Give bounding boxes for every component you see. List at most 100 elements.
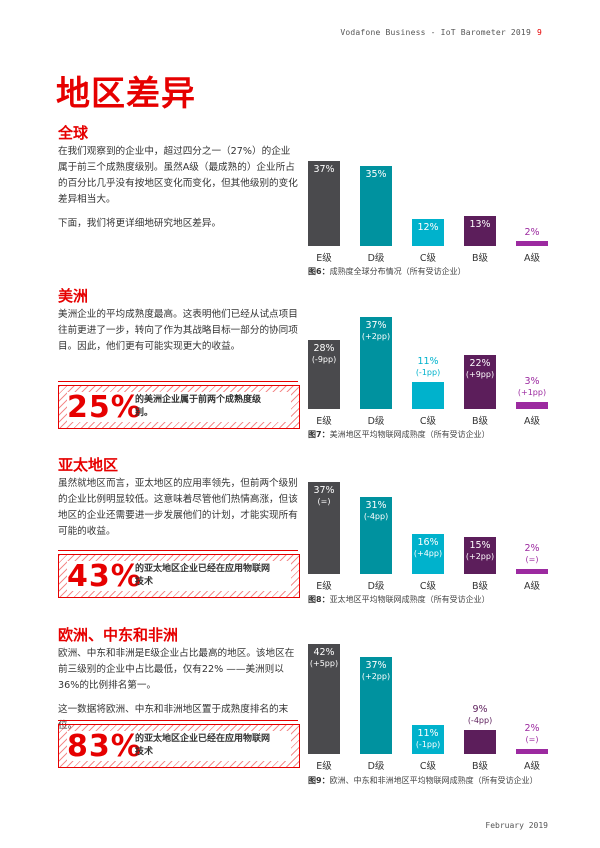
bar-value-label: 2%	[512, 227, 552, 238]
bar-value-label: 31% (-4pp)	[356, 500, 396, 522]
section-title: 美洲	[58, 287, 89, 305]
bar-delta: (=)	[525, 734, 539, 744]
bar-delta: (-9pp)	[311, 354, 337, 364]
bar-category-label: B级	[471, 761, 489, 772]
bar-c	[412, 218, 444, 246]
page-header: Vodafone Business - IoT Barometer 2019 9	[340, 28, 542, 37]
section-body: 欧洲、中东和非洲是E级企业占比最高的地区。该地区在前三级别的企业中占比最低，仅有…	[58, 646, 298, 742]
bar-category-label: A级	[524, 581, 540, 592]
bar-a	[516, 401, 548, 409]
bar-category-label: A级	[524, 761, 540, 772]
stat-callout: 25% 的美洲企业属于前两个成熟度级别。	[58, 385, 300, 429]
section-paragraph: 下面，我们将更详细地研究地区差异。	[58, 218, 222, 229]
bar-c	[412, 534, 444, 574]
stat-callout: 43% 的亚太地区企业已经在应用物联网技术	[58, 554, 300, 598]
bar-value-label: 3% (+1pp)	[512, 376, 552, 398]
bar-delta: (+2pp)	[361, 332, 391, 342]
bar-category-label: A级	[524, 253, 540, 264]
bar-delta: (=)	[317, 497, 331, 507]
bar-value: 12%	[417, 221, 439, 233]
bar-e	[308, 339, 340, 409]
section-title: 欧洲、中东和非洲	[58, 626, 179, 644]
bar-value: 35%	[365, 169, 387, 180]
figure-caption: 图8：亚太地区平均物联网成熟度（所有受访企业）	[308, 594, 490, 605]
header-text: Vodafone Business - IoT Barometer 2019	[340, 28, 531, 37]
section-divider	[58, 381, 298, 382]
figure-number: 图6：	[308, 267, 330, 276]
section-body: 美洲企业的平均成熟度最高。这表明他们已经从试点项目往前更进了一步，转向了作为其战…	[58, 307, 298, 363]
bar-delta: (+1pp)	[517, 387, 547, 397]
bar-value: 9%	[472, 704, 488, 716]
bar-category-label: E级	[316, 416, 332, 427]
bar-delta: (-1pp)	[415, 367, 441, 377]
bar-value-label: 11% (-1pp)	[408, 728, 448, 750]
bar-delta: (=)	[525, 555, 539, 565]
bar-value: 37%	[365, 660, 387, 672]
section-body: 在我们观察到的企业中，超过四分之一（27%）的企业属于前三个成熟度级别。虽然A级…	[58, 144, 298, 240]
page-number: 9	[536, 28, 542, 37]
section-paragraph: 美洲企业的平均成熟度最高。这表明他们已经从试点项目往前更进了一步，转向了作为其战…	[58, 309, 298, 352]
bar-category-label: B级	[471, 581, 489, 592]
bar-value-label: 37% (+2pp)	[356, 660, 396, 682]
stat-percentage: 83%	[67, 728, 142, 764]
bar-delta: (+9pp)	[465, 369, 495, 379]
bar-value-label: 15% (+2pp)	[460, 540, 500, 562]
region-section: 全球 在我们观察到的企业中，超过四分之一（27%）的企业属于前三个成熟度级别。虽然…	[0, 122, 600, 292]
bar-b	[464, 354, 496, 409]
bar-value: 11%	[417, 355, 439, 367]
figure-caption-text: 成熟度全球分布情况（所有受访企业）	[329, 267, 466, 276]
bar-delta: (+2pp)	[465, 551, 495, 561]
bar-value-label: 28% (-9pp)	[304, 343, 344, 365]
bar-category-label: C级	[419, 581, 437, 592]
bar-category-label: D级	[367, 581, 385, 592]
bar-value: 11%	[417, 728, 439, 740]
bar-value: 37%	[365, 320, 387, 332]
bar-category-label: C级	[419, 761, 437, 772]
bar-category-label: B级	[471, 416, 489, 427]
bar-c	[412, 725, 444, 754]
bar-value: 15%	[469, 539, 491, 551]
bar-a	[516, 241, 548, 246]
bar-value: 31%	[365, 500, 387, 512]
bar-e	[308, 482, 340, 574]
bar-value: 37%	[313, 164, 335, 176]
maturity-bar-chart: 28% (-9pp) E级 37% (+2pp) D级 11% (-1pp) C级 22% (+9p…	[308, 293, 548, 441]
bar-e	[308, 161, 340, 246]
stat-callout-body: 43% 的亚太地区企业已经在应用物联网技术	[67, 559, 291, 594]
bar-d	[360, 497, 392, 574]
section-paragraph: 这一数据将欧洲、中东和非洲地区置于成熟度排名的末位。	[58, 704, 289, 731]
figure-caption-text: 美洲地区平均物联网成熟度（所有受访企业）	[329, 430, 490, 439]
bar-category-label: B级	[471, 253, 489, 264]
bar-value-label: 16% (+4pp)	[408, 537, 448, 559]
bar-category-label: D级	[367, 761, 385, 772]
figure-caption: 图9：欧洲、中东和非洲地区平均物联网成熟度（所有受访企业）	[308, 775, 538, 786]
bar-value: 37%	[313, 485, 335, 497]
bar-b	[464, 536, 496, 574]
maturity-bar-chart: 42% (+5pp) E级 37% (+2pp) D级 11% (-1pp) C级 9% (-4pp…	[308, 632, 548, 787]
bar-value-label: 9% (-4pp)	[460, 704, 500, 726]
stat-description: 的亚太地区企业已经在应用物联网技术	[135, 564, 271, 587]
bar-value-label: 2% (=)	[512, 723, 552, 745]
figure-caption: 图6：成熟度全球分布情况（所有受访企业）	[308, 266, 466, 277]
figure-caption-text: 亚太地区平均物联网成熟度（所有受访企业）	[329, 595, 490, 604]
region-section: 美洲美洲企业的平均成熟度最高。这表明他们已经从试点项目往前更进了一步，转向了作为…	[0, 285, 600, 455]
bar-value-label: 22% (+9pp)	[460, 358, 500, 380]
bar-delta: (-1pp)	[415, 740, 441, 750]
bar-a	[516, 569, 548, 574]
bar-category-label: A级	[524, 416, 540, 427]
region-section: 亚太地区 虽然就地区而言，亚太地区的应用率领先，但前两个级别的企业比例明显较低。这…	[0, 454, 600, 624]
bar-category-label: C级	[419, 416, 437, 427]
bar-value-label: 2% (=)	[512, 543, 552, 565]
stat-percentage: 25%	[67, 389, 142, 425]
bar-e	[308, 644, 340, 754]
bar-value-label: 12%	[408, 222, 448, 233]
bar-value-label: 37%	[304, 164, 344, 175]
bar-delta: (-4pp)	[467, 716, 493, 726]
bar-b	[464, 216, 496, 246]
bar-value: 28%	[313, 342, 335, 354]
bar-category-label: D级	[367, 253, 385, 264]
stat-callout-body: 25% 的美洲企业属于前两个成熟度级别。	[67, 389, 291, 425]
bar-delta: (+2pp)	[361, 672, 391, 682]
bar-value-label: 35%	[356, 169, 396, 180]
bar-value: 2%	[524, 722, 540, 734]
